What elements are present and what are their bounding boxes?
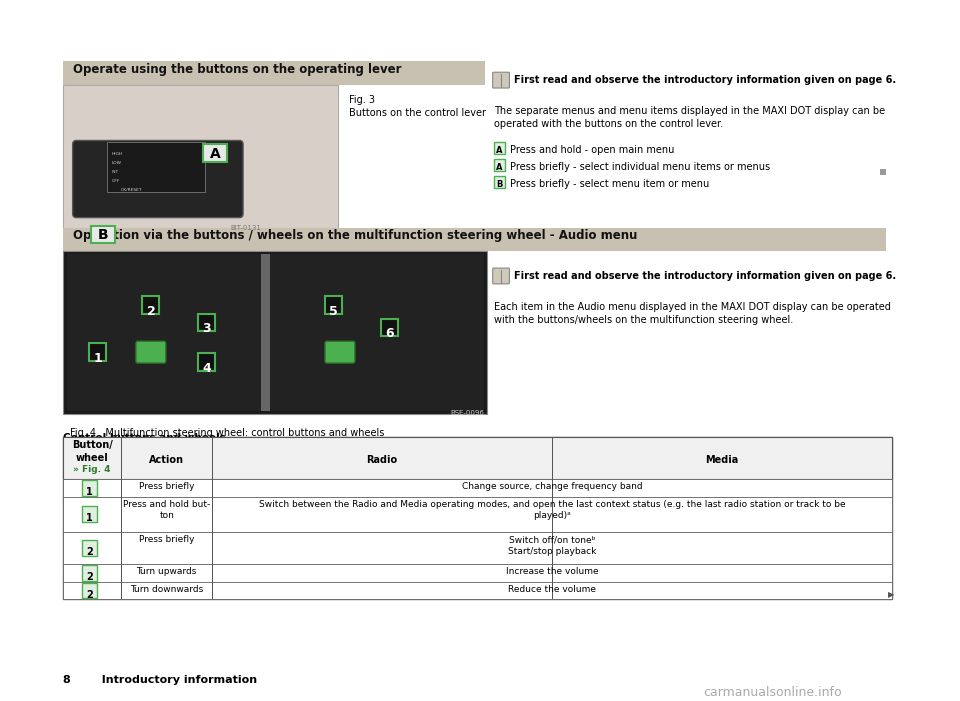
Bar xyxy=(82,540,97,556)
Text: 2: 2 xyxy=(86,590,93,599)
Bar xyxy=(63,228,886,251)
Bar xyxy=(63,532,892,564)
Bar xyxy=(82,479,97,496)
Bar xyxy=(203,144,228,162)
Text: Press briefly: Press briefly xyxy=(139,482,195,491)
Text: Action: Action xyxy=(149,455,184,465)
Text: Media: Media xyxy=(706,455,738,465)
Text: 2: 2 xyxy=(147,305,156,318)
Bar xyxy=(63,85,338,229)
Text: 8        Introductory information: 8 Introductory information xyxy=(63,674,257,685)
Text: Press and hold - open main menu: Press and hold - open main menu xyxy=(511,145,675,156)
Bar xyxy=(493,159,505,171)
Text: Fig. 4   Multifunction steering wheel: control buttons and wheels: Fig. 4 Multifunction steering wheel: con… xyxy=(70,428,384,438)
FancyBboxPatch shape xyxy=(136,341,166,363)
Bar xyxy=(82,583,97,599)
Bar xyxy=(63,61,485,85)
Text: Switch between the Radio and Media operating modes, and open the last context st: Switch between the Radio and Media opera… xyxy=(259,500,846,520)
Text: Control buttons and wheels: Control buttons and wheels xyxy=(63,433,227,443)
Bar xyxy=(63,564,892,582)
Text: Press briefly - select individual menu items or menus: Press briefly - select individual menu i… xyxy=(511,162,771,172)
Text: A: A xyxy=(496,147,502,156)
Text: 1: 1 xyxy=(86,513,93,524)
Text: carmanualsonline.info: carmanualsonline.info xyxy=(703,686,842,700)
Bar xyxy=(63,479,892,496)
Bar xyxy=(381,318,397,336)
Text: A: A xyxy=(496,163,502,172)
Text: Press briefly - select menu item or menu: Press briefly - select menu item or menu xyxy=(511,179,709,189)
Text: INT: INT xyxy=(111,170,119,174)
Text: Press briefly: Press briefly xyxy=(139,535,195,544)
Text: First read and observe the introductory information given on page 6.: First read and observe the introductory … xyxy=(515,271,897,281)
Text: Button/
wheel: Button/ wheel xyxy=(72,440,112,463)
Bar xyxy=(270,254,484,411)
Text: B: B xyxy=(98,229,108,243)
Text: OFF: OFF xyxy=(111,179,120,183)
Bar xyxy=(261,254,270,411)
Text: BIT-0131: BIT-0131 xyxy=(229,224,261,231)
Text: Turn upwards: Turn upwards xyxy=(136,567,197,576)
FancyBboxPatch shape xyxy=(492,268,510,284)
Bar xyxy=(199,353,215,371)
Text: B: B xyxy=(496,180,502,189)
Bar xyxy=(108,142,204,192)
Text: The separate menus and menu items displayed in the MAXI DOT display can be
opera: The separate menus and menu items displa… xyxy=(493,106,885,129)
Text: Turn downwards: Turn downwards xyxy=(131,585,204,594)
Text: A: A xyxy=(210,147,221,161)
Bar xyxy=(91,226,115,243)
Text: Radio: Radio xyxy=(367,455,397,465)
Text: HIGH: HIGH xyxy=(111,152,123,156)
FancyBboxPatch shape xyxy=(325,341,355,363)
FancyBboxPatch shape xyxy=(492,72,510,88)
Text: 1: 1 xyxy=(86,486,93,497)
Text: Increase the volume: Increase the volume xyxy=(506,567,599,576)
Bar xyxy=(493,142,505,154)
Bar xyxy=(89,343,107,361)
Text: Operation via the buttons / wheels on the multifunction steering wheel - Audio m: Operation via the buttons / wheels on th… xyxy=(73,229,637,243)
Text: First read and observe the introductory information given on page 6.: First read and observe the introductory … xyxy=(515,75,897,86)
Text: Reduce the volume: Reduce the volume xyxy=(508,585,596,594)
Text: 1: 1 xyxy=(93,352,102,365)
Text: BSE-0096: BSE-0096 xyxy=(450,411,484,416)
Text: ▶: ▶ xyxy=(888,590,894,599)
Text: 6: 6 xyxy=(385,327,394,341)
Text: Press and hold but-
ton: Press and hold but- ton xyxy=(123,500,210,520)
Bar xyxy=(63,496,892,532)
Bar xyxy=(63,251,487,414)
Bar xyxy=(142,296,159,313)
Text: 2: 2 xyxy=(86,572,93,582)
Text: » Fig. 4: » Fig. 4 xyxy=(74,465,111,474)
Bar xyxy=(67,254,263,411)
Text: 3: 3 xyxy=(203,322,211,336)
FancyBboxPatch shape xyxy=(73,140,243,217)
Bar xyxy=(199,313,215,332)
Text: LOW: LOW xyxy=(111,161,122,165)
Bar xyxy=(325,296,342,313)
Text: Change source, change frequency band: Change source, change frequency band xyxy=(462,482,642,491)
Bar xyxy=(63,437,892,599)
Bar xyxy=(880,169,886,175)
Bar xyxy=(63,582,892,599)
Bar xyxy=(82,506,97,522)
Text: 4: 4 xyxy=(203,362,211,375)
Text: Switch off/on toneᵇ
Start/stop playback: Switch off/on toneᵇ Start/stop playback xyxy=(508,535,596,556)
Text: Each item in the Audio menu displayed in the MAXI DOT display can be operated
wi: Each item in the Audio menu displayed in… xyxy=(493,301,891,325)
Text: 2: 2 xyxy=(86,547,93,557)
Text: 5: 5 xyxy=(329,305,338,318)
Text: OK/RESET: OK/RESET xyxy=(121,188,143,192)
Text: Fig. 3
Buttons on the control lever: Fig. 3 Buttons on the control lever xyxy=(349,95,487,118)
Text: Operate using the buttons on the operating lever: Operate using the buttons on the operati… xyxy=(73,63,401,76)
Bar xyxy=(63,437,892,479)
Bar xyxy=(82,565,97,580)
Bar xyxy=(493,176,505,188)
